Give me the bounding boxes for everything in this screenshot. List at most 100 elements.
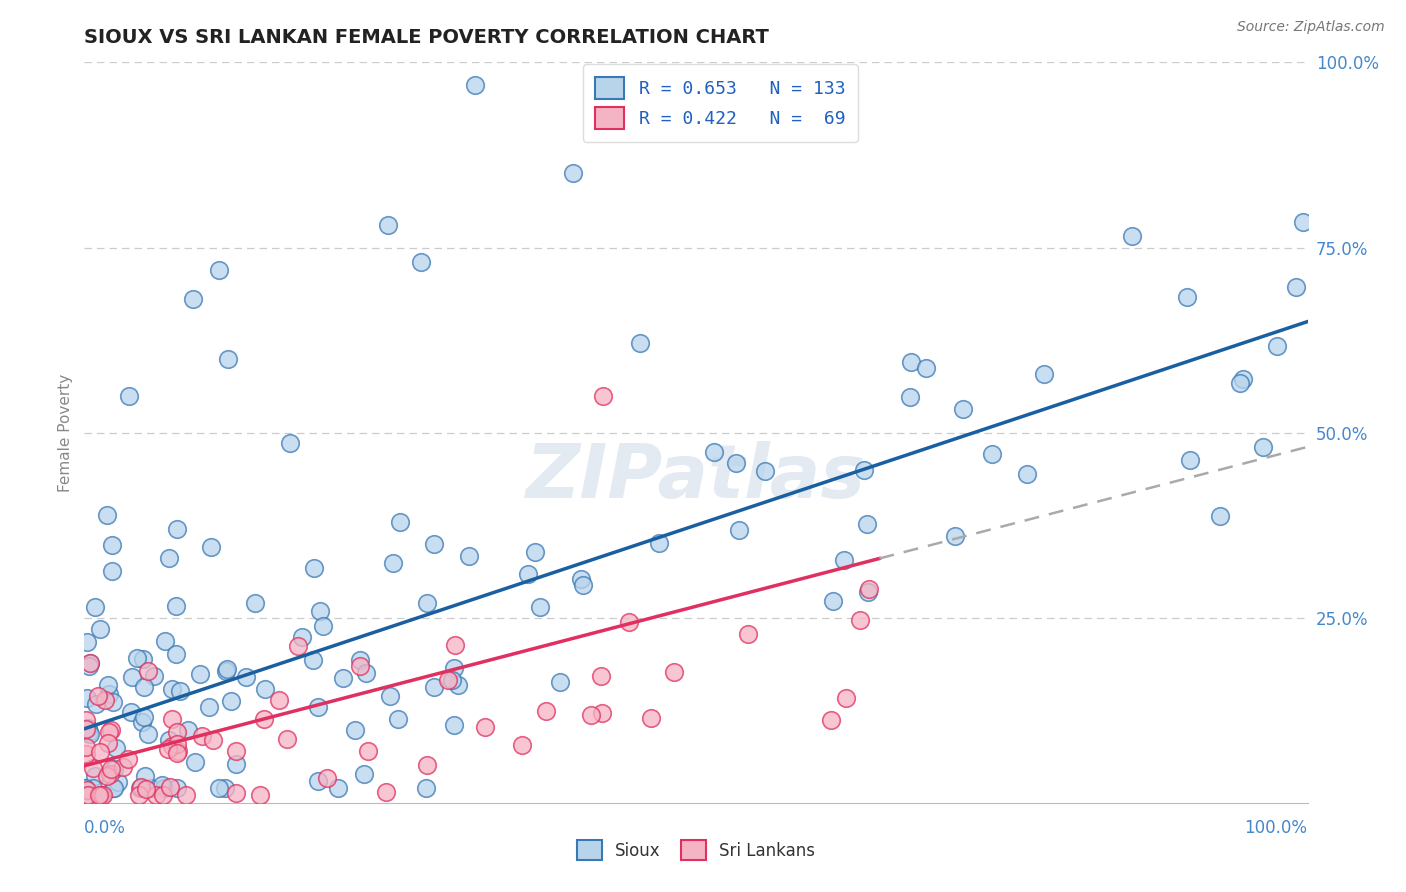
Point: [75, 713, 97, 727]
Point: [1229, 376, 1251, 390]
Point: [150, 778, 173, 792]
Point: [166, 724, 188, 739]
Point: [529, 599, 551, 614]
Point: [628, 336, 651, 351]
Point: [291, 630, 314, 644]
Point: [104, 740, 127, 755]
Point: [75, 747, 97, 761]
Point: [307, 699, 329, 714]
Point: [217, 662, 239, 676]
Point: [267, 693, 290, 707]
Point: [349, 653, 371, 667]
Point: [1209, 508, 1232, 523]
Point: [200, 540, 222, 554]
Point: [159, 780, 181, 794]
Point: [76, 690, 98, 705]
Point: [97, 688, 120, 702]
Point: [165, 599, 187, 614]
Point: [82, 780, 104, 795]
Point: [166, 737, 188, 751]
Text: ZIPatlas: ZIPatlas: [526, 441, 866, 514]
Legend: Sioux, Sri Lankans: Sioux, Sri Lankans: [568, 831, 824, 869]
Point: [524, 545, 547, 559]
Point: [107, 775, 129, 789]
Point: [221, 694, 243, 708]
Point: [90, 789, 112, 803]
Point: [1251, 441, 1274, 455]
Point: [97, 736, 120, 750]
Point: [103, 763, 125, 777]
Point: [75, 722, 97, 736]
Point: [129, 780, 152, 795]
Point: [1232, 372, 1254, 386]
Point: [76, 722, 98, 736]
Point: [592, 388, 614, 402]
Point: [89, 745, 111, 759]
Point: [128, 789, 150, 803]
Point: [97, 678, 120, 692]
Point: [91, 789, 114, 803]
Point: [89, 789, 111, 803]
Point: [617, 615, 640, 629]
Point: [103, 780, 125, 795]
Point: [278, 436, 301, 450]
Point: [98, 725, 121, 739]
Point: [152, 780, 174, 795]
Point: [160, 712, 183, 726]
Point: [416, 757, 439, 772]
Point: [464, 78, 486, 92]
Point: [214, 780, 236, 795]
Point: [855, 517, 877, 532]
Text: 0.0%: 0.0%: [84, 820, 127, 838]
Point: [235, 670, 257, 684]
Point: [378, 690, 401, 704]
Point: [174, 789, 197, 803]
Point: [900, 354, 922, 368]
Point: [139, 780, 162, 795]
Point: [101, 538, 124, 552]
Point: [820, 713, 842, 727]
Point: [823, 594, 845, 608]
Point: [562, 166, 585, 180]
Point: [201, 733, 224, 747]
Point: [510, 738, 533, 752]
Point: [183, 293, 205, 307]
Point: [87, 689, 110, 703]
Point: [357, 744, 380, 758]
Point: [1265, 339, 1288, 353]
Point: [349, 658, 371, 673]
Point: [898, 390, 921, 404]
Point: [571, 578, 593, 592]
Point: [125, 651, 148, 665]
Point: [1285, 279, 1308, 293]
Point: [145, 789, 167, 803]
Point: [166, 522, 188, 536]
Point: [249, 789, 271, 803]
Point: [703, 445, 725, 459]
Point: [409, 255, 432, 269]
Point: [208, 262, 231, 277]
Point: [640, 711, 662, 725]
Point: [198, 699, 221, 714]
Point: [86, 697, 108, 711]
Point: [437, 673, 460, 687]
Point: [440, 673, 463, 687]
Point: [548, 675, 571, 690]
Point: [188, 666, 211, 681]
Point: [157, 733, 180, 747]
Point: [727, 523, 749, 537]
Point: [447, 678, 470, 692]
Point: [740, 114, 762, 128]
Point: [77, 658, 100, 673]
Point: [375, 785, 398, 799]
Point: [458, 549, 481, 563]
Point: [98, 767, 121, 781]
Point: [79, 656, 101, 670]
Point: [569, 572, 592, 586]
Point: [134, 768, 156, 782]
Point: [96, 769, 118, 783]
Point: [287, 639, 309, 653]
Point: [136, 664, 159, 678]
Point: [579, 708, 602, 723]
Point: [416, 596, 439, 610]
